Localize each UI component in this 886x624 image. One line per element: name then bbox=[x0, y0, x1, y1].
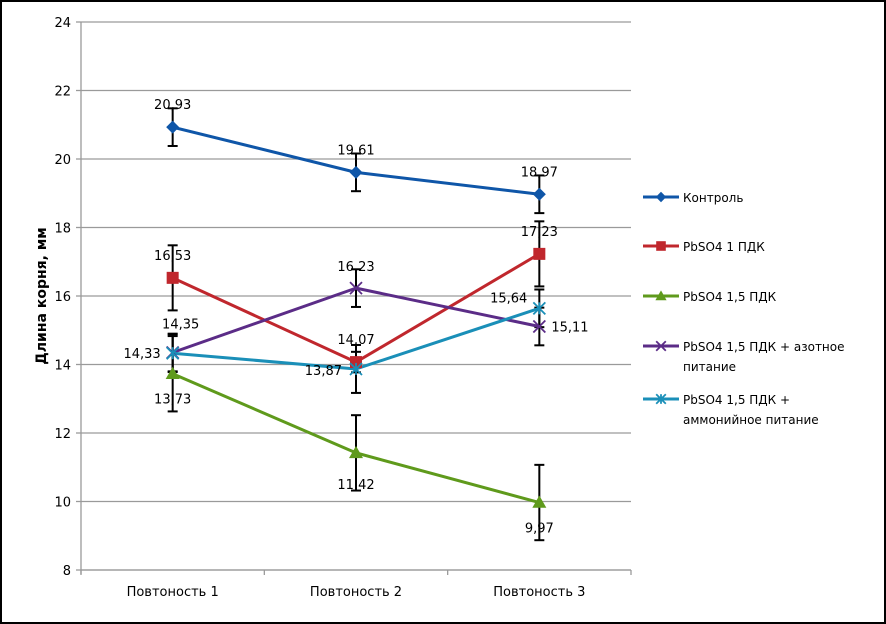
y-tick-label: 20 bbox=[54, 153, 71, 168]
legend-label: PbSO4 1,5 ПДК + bbox=[683, 393, 790, 407]
legend-label: питание bbox=[683, 360, 736, 374]
data-point-3-2 bbox=[532, 319, 546, 334]
data-label: 16,53 bbox=[154, 249, 191, 264]
y-tick-label: 8 bbox=[63, 564, 71, 579]
x-tick-label: Повтоность 2 bbox=[310, 585, 402, 600]
marker-stroke bbox=[655, 340, 667, 352]
legend-item-0: Контроль bbox=[643, 191, 743, 205]
data-point-1-0 bbox=[166, 271, 179, 284]
marker-stroke bbox=[349, 281, 363, 295]
legend-item-3: PbSO4 1,5 ПДК + азотное питание bbox=[643, 340, 845, 374]
legend: Контроль PbSO4 1 ПДК PbSO4 1,5 ПДК PbSO4 1,… bbox=[643, 191, 845, 427]
data-label: 16,23 bbox=[337, 260, 374, 275]
legend-item-1: PbSO4 1 ПДК bbox=[643, 240, 765, 254]
legend-label: PbSO4 1,5 ПДК + азотное bbox=[683, 340, 845, 354]
data-point-2-0 bbox=[165, 366, 180, 379]
data-point-0-0 bbox=[166, 120, 180, 134]
legend-marker-icon bbox=[655, 191, 667, 203]
data-point-2-2 bbox=[532, 495, 547, 508]
data-point-1-2 bbox=[533, 247, 546, 260]
y-tick-label: 24 bbox=[54, 16, 71, 31]
y-tick-label: 16 bbox=[54, 290, 71, 305]
legend-marker-icon bbox=[655, 340, 667, 352]
data-label: 9,97 bbox=[525, 522, 554, 537]
data-point-4-1 bbox=[349, 362, 363, 376]
data-label: 11,42 bbox=[337, 478, 374, 493]
y-tick-label: 22 bbox=[54, 85, 71, 100]
data-point-2-1 bbox=[349, 445, 363, 459]
x-tick-labels: Повтоность 1 Повтоность 2 Повтоность 3 bbox=[127, 585, 586, 600]
legend-label: PbSO4 1,5 ПДК bbox=[683, 290, 777, 304]
data-label: 14,35 bbox=[162, 318, 199, 333]
y-tick-labels: 8 10 12 14 16 18 20 22 24 bbox=[54, 16, 71, 579]
data-point-4-2 bbox=[532, 301, 546, 315]
legend-marker-icon bbox=[655, 393, 667, 405]
y-axis-title: Длина корня, мм bbox=[34, 227, 50, 364]
legend-item-2: PbSO4 1,5 ПДК bbox=[643, 290, 777, 304]
data-label: 14,07 bbox=[337, 333, 374, 348]
legend-marker-icon bbox=[656, 241, 666, 251]
x-tick-label: Повтоность 3 bbox=[493, 585, 585, 600]
legend-label: PbSO4 1 ПДК bbox=[683, 240, 765, 254]
data-label: 14,33 bbox=[123, 347, 160, 362]
data-label: 18,97 bbox=[521, 165, 558, 180]
legend-label: аммонийное питание bbox=[683, 413, 819, 427]
data-label: 13,73 bbox=[154, 393, 191, 408]
data-labels: 20,93 19,61 18,97 16,53 14,07 17,23 13,73 11,42… bbox=[123, 98, 588, 536]
y-tick-label: 10 bbox=[54, 496, 71, 511]
marker-stroke bbox=[532, 319, 546, 334]
legend-label: Контроль bbox=[683, 191, 743, 205]
x-tick-label: Повтоность 1 bbox=[127, 585, 219, 600]
y-tick-label: 18 bbox=[54, 222, 71, 237]
data-label: 17,23 bbox=[521, 225, 558, 240]
y-tick-label: 14 bbox=[54, 359, 71, 374]
data-label: 15,64 bbox=[490, 291, 527, 306]
data-point-4-0 bbox=[166, 346, 180, 360]
legend-item-4: PbSO4 1,5 ПДК + аммонийное питание bbox=[643, 393, 819, 427]
data-point-0-1 bbox=[349, 165, 363, 179]
legend-marker-icon bbox=[655, 290, 667, 301]
data-label: 13,87 bbox=[305, 364, 342, 379]
series-markers bbox=[165, 120, 547, 508]
data-point-0-2 bbox=[532, 187, 546, 201]
y-tick-label: 12 bbox=[54, 427, 71, 442]
data-label: 15,11 bbox=[551, 320, 588, 335]
data-label: 19,61 bbox=[337, 143, 374, 158]
axes bbox=[76, 21, 632, 575]
data-label: 20,93 bbox=[154, 98, 191, 113]
data-point-3-1 bbox=[349, 281, 363, 295]
